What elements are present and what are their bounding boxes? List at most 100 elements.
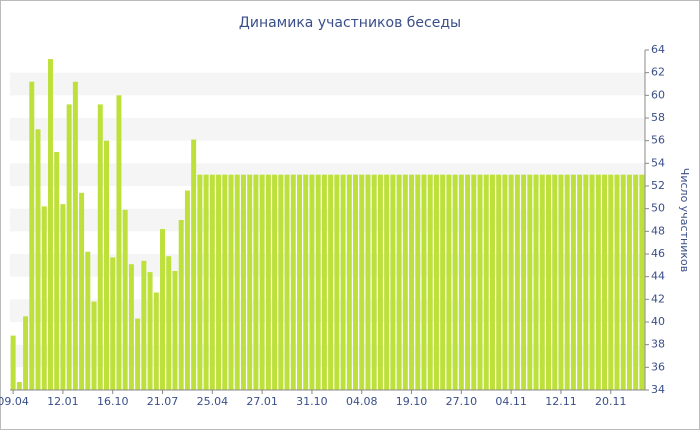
bar	[546, 174, 551, 390]
bar	[23, 316, 29, 390]
x-tick-label: 04.11	[495, 395, 527, 408]
bar	[371, 174, 377, 390]
y-tick-label: 36	[651, 360, 665, 373]
bar	[396, 174, 402, 390]
bar	[527, 174, 533, 390]
bar	[97, 104, 103, 391]
bar	[390, 174, 396, 390]
bar	[608, 174, 614, 390]
bar	[72, 81, 78, 390]
bar	[483, 174, 489, 390]
bar	[440, 174, 446, 390]
bar	[402, 174, 408, 390]
bar	[353, 174, 359, 390]
bar	[247, 174, 253, 390]
bar	[135, 318, 141, 390]
x-tick-label: 21.07	[147, 395, 179, 408]
bar	[116, 95, 122, 390]
bar	[203, 174, 209, 390]
bar	[222, 174, 228, 390]
bar	[365, 174, 371, 390]
bar	[104, 140, 109, 390]
x-tick-label: 04.08	[346, 395, 378, 408]
bar	[166, 256, 172, 390]
y-tick-label: 64	[651, 43, 665, 56]
bar	[489, 174, 495, 390]
bar	[153, 292, 159, 390]
bar	[421, 174, 427, 390]
bar	[346, 174, 352, 390]
bar	[29, 81, 35, 390]
bar	[315, 174, 321, 390]
x-tick-label: 09.04	[0, 395, 29, 408]
y-tick-label: 48	[651, 224, 665, 237]
bar	[359, 174, 365, 390]
bar	[47, 59, 53, 391]
y-tick-label: 60	[651, 88, 665, 101]
bar	[147, 272, 153, 390]
bar	[66, 104, 72, 391]
bar	[620, 174, 626, 390]
bar	[552, 174, 558, 390]
bar	[626, 174, 632, 390]
bar	[433, 174, 439, 390]
bar	[303, 174, 309, 390]
x-tick-label: 12.01	[47, 395, 79, 408]
x-tick-label: 27.01	[246, 395, 278, 408]
bar	[85, 251, 91, 390]
y-tick-label: 56	[651, 134, 665, 147]
x-tick-label: 25.04	[197, 395, 229, 408]
bar	[465, 174, 471, 390]
y-tick-label: 38	[651, 338, 665, 351]
bar	[589, 174, 595, 390]
bar	[409, 174, 415, 390]
bar	[533, 174, 539, 390]
y-tick-label: 52	[651, 179, 665, 192]
bar	[471, 174, 477, 390]
bar	[209, 174, 215, 390]
y-tick-label: 58	[651, 111, 665, 124]
bar	[160, 229, 166, 390]
y-tick-label: 62	[651, 66, 665, 79]
bar	[141, 260, 147, 390]
bar	[296, 174, 302, 390]
bar	[79, 192, 85, 390]
bar	[128, 264, 134, 390]
bar	[253, 174, 259, 390]
bar	[639, 174, 645, 390]
bar	[191, 139, 197, 390]
bar	[228, 174, 234, 390]
bar	[16, 382, 22, 390]
bar	[35, 129, 41, 391]
bar	[284, 174, 290, 390]
bar	[602, 174, 608, 390]
bar	[570, 174, 576, 390]
y-tick-label: 40	[651, 315, 665, 328]
bar	[110, 257, 116, 390]
bar	[54, 152, 60, 390]
bar	[633, 174, 639, 390]
bar	[197, 174, 203, 390]
grid-band	[10, 118, 645, 141]
bar	[502, 174, 508, 390]
y-tick-label: 54	[651, 156, 665, 169]
bar	[340, 174, 346, 390]
x-tick-label: 16.10	[97, 395, 129, 408]
x-tick-label: 20.11	[595, 395, 627, 408]
bar	[334, 174, 340, 390]
bar	[377, 174, 383, 390]
bar	[614, 174, 620, 390]
x-tick-label: 31.10	[296, 395, 328, 408]
y-axis-label: Число участников	[678, 168, 691, 272]
bar	[458, 174, 464, 390]
bar	[564, 174, 570, 390]
bar	[415, 174, 421, 390]
bar	[496, 174, 502, 390]
bar	[521, 174, 527, 390]
bar	[178, 220, 184, 390]
x-tick-label: 12.11	[545, 395, 577, 408]
bar	[539, 174, 545, 390]
bar	[558, 174, 564, 390]
bar	[477, 174, 483, 390]
